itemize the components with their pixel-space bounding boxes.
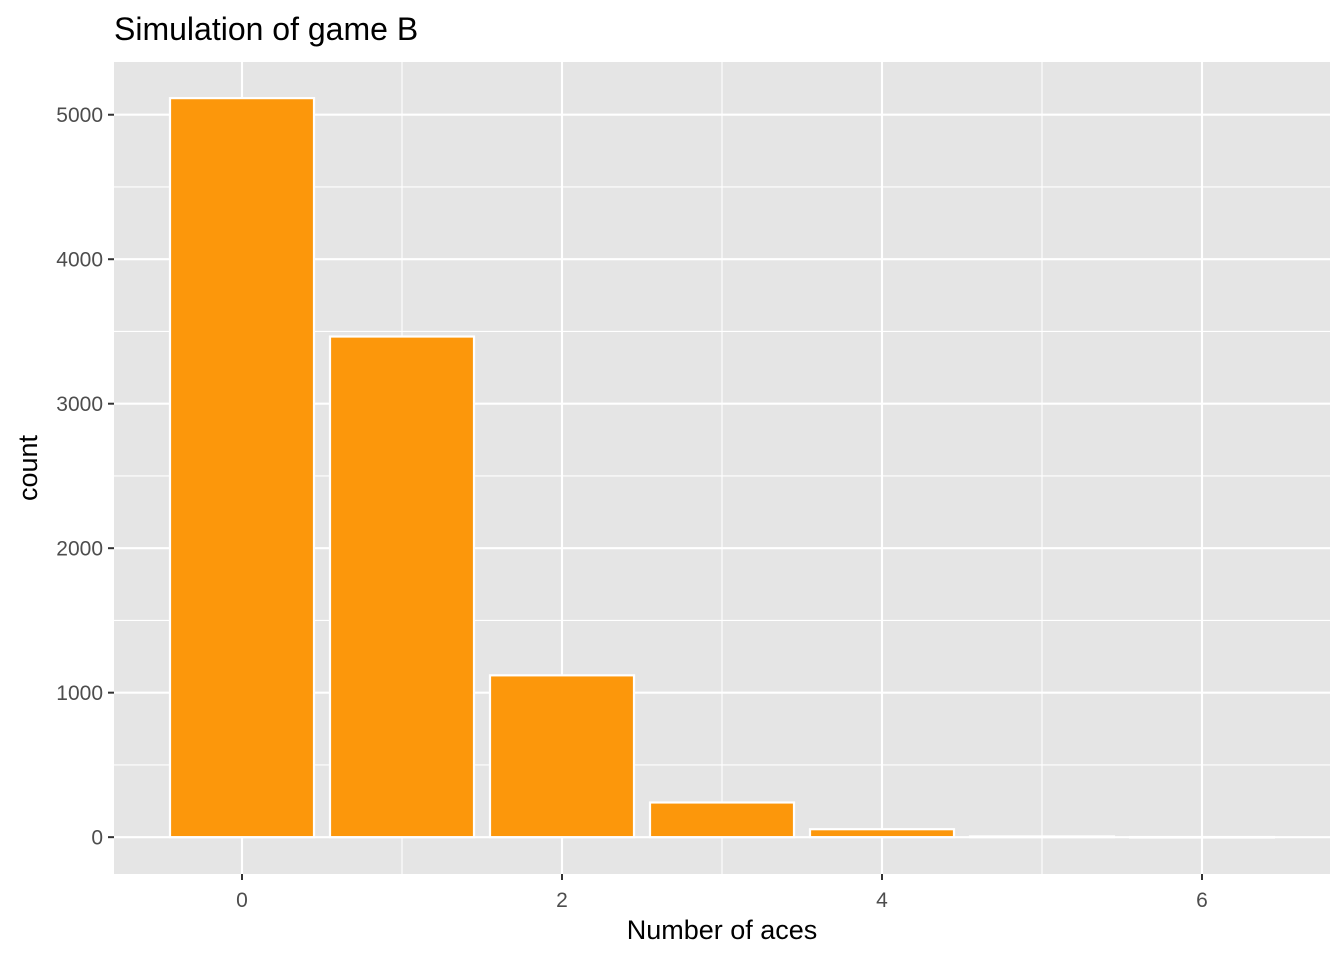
x-tick-label: 6 <box>1196 889 1208 912</box>
y-tick-label: 0 <box>91 827 103 850</box>
y-tick-label: 3000 <box>56 393 103 416</box>
chart-title: Simulation of game B <box>114 11 418 47</box>
y-tick-label: 4000 <box>56 249 103 272</box>
bar-aces-5 <box>968 835 1116 839</box>
x-tick-label: 4 <box>876 889 888 912</box>
bars <box>168 97 1276 839</box>
bar-aces-4 <box>808 828 956 839</box>
bar-aces-1 <box>328 335 476 839</box>
y-tick-label: 5000 <box>56 104 103 127</box>
bar-aces-6 <box>1128 835 1276 839</box>
bar-aces-0 <box>168 97 316 839</box>
x-tick-label: 0 <box>236 889 248 912</box>
bar-aces-2 <box>488 674 636 839</box>
x-tick-label: 2 <box>556 889 568 912</box>
x-axis-title: Number of aces <box>627 915 818 945</box>
axis-ticks: 0 2 4 6 0 1000 2000 3000 4000 5000 <box>56 104 1208 912</box>
y-tick-label: 1000 <box>56 682 103 705</box>
y-tick-label: 2000 <box>56 538 103 561</box>
y-axis-title: count <box>13 434 43 501</box>
bar-aces-3 <box>648 801 796 839</box>
